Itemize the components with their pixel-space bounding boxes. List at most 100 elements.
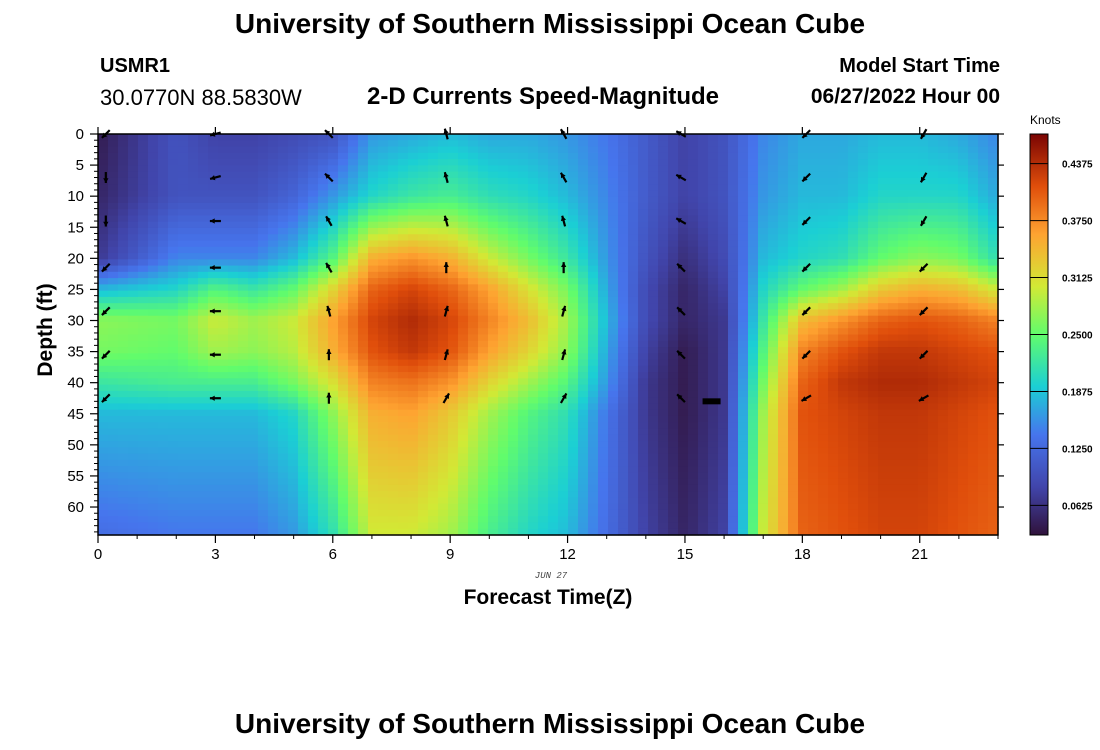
heatmap-cell (618, 372, 629, 379)
heatmap-cell (538, 491, 549, 499)
heatmap-cell (368, 441, 379, 448)
heatmap-cell (388, 372, 399, 379)
heatmap-cell (838, 459, 849, 467)
heatmap-cell (628, 284, 639, 292)
heatmap-cell (818, 234, 829, 242)
heatmap-cell (318, 246, 329, 254)
heatmap-cell (578, 516, 589, 524)
heatmap-cell (378, 384, 389, 392)
heatmap-cell (288, 265, 299, 273)
heatmap-cell (558, 422, 569, 430)
heatmap-cell (738, 140, 749, 148)
heatmap-cell (308, 253, 319, 260)
heatmap-cell (748, 303, 759, 311)
heatmap-cell (378, 146, 389, 154)
heatmap-cell (428, 453, 439, 461)
heatmap-cell (858, 334, 869, 342)
heatmap-cell (258, 303, 269, 311)
heatmap-cell (428, 365, 439, 373)
heatmap-cell (638, 159, 649, 166)
heatmap-cell (138, 278, 149, 285)
heatmap-cell (308, 227, 319, 235)
heatmap-cell (248, 522, 259, 530)
heatmap-cell (798, 215, 809, 223)
heatmap-cell (568, 353, 579, 361)
heatmap-cell (498, 409, 509, 417)
heatmap-cell (558, 516, 569, 524)
heatmap-cell (378, 152, 389, 160)
heatmap-cell (698, 422, 709, 430)
heatmap-cell (628, 441, 639, 448)
heatmap-cell (858, 234, 869, 242)
heatmap-cell (308, 146, 319, 154)
heatmap-cell (288, 509, 299, 517)
heatmap-cell (698, 403, 709, 411)
heatmap-cell (768, 296, 779, 304)
heatmap-cell (398, 290, 409, 298)
heatmap-cell (358, 516, 369, 524)
heatmap-cell (338, 134, 349, 141)
heatmap-cell (598, 134, 609, 141)
heatmap-cell (258, 202, 269, 210)
heatmap-cell (408, 491, 419, 499)
heatmap-cell (318, 378, 329, 386)
heatmap-cell (138, 372, 149, 379)
heatmap-cell (698, 340, 709, 348)
heatmap-cell (158, 152, 169, 160)
heatmap-cell (328, 184, 339, 191)
heatmap-cell (728, 472, 739, 480)
heatmap-cell (98, 497, 109, 505)
heatmap-cell (238, 390, 249, 398)
heatmap-cell (838, 202, 849, 210)
heatmap-cell (708, 334, 719, 342)
heatmap-cell (348, 140, 359, 148)
heatmap-cell (418, 441, 429, 448)
heatmap-cell (208, 227, 219, 235)
heatmap-cell (458, 177, 469, 185)
heatmap-cell (618, 328, 629, 336)
heatmap-cell (838, 290, 849, 298)
heatmap-cell (608, 190, 619, 198)
heatmap-cell (498, 177, 509, 185)
heatmap-cell (128, 309, 139, 317)
heatmap-cell (718, 259, 729, 267)
heatmap-cell (148, 140, 159, 148)
heatmap-cell (818, 271, 829, 279)
heatmap-cell (788, 259, 799, 267)
heatmap-cell (378, 415, 389, 423)
heatmap-cell (548, 146, 559, 154)
heatmap-cell (528, 234, 539, 242)
heatmap-cell (98, 296, 109, 304)
heatmap-cell (128, 334, 139, 342)
heatmap-cell (328, 497, 339, 505)
heatmap-cell (858, 409, 869, 417)
heatmap-cell (588, 284, 599, 292)
heatmap-cell (738, 359, 749, 367)
heatmap-cell (738, 240, 749, 248)
heatmap-cell (748, 271, 759, 279)
heatmap-cell (588, 202, 599, 210)
heatmap-cell (748, 384, 759, 392)
heatmap-cell (268, 165, 279, 173)
heatmap-cell (428, 253, 439, 260)
heatmap-cell (428, 271, 439, 279)
heatmap-cell (398, 478, 409, 486)
heatmap-cell (458, 365, 469, 373)
heatmap-cell (658, 522, 669, 530)
heatmap-cell (538, 328, 549, 336)
heatmap-cell (138, 390, 149, 398)
heatmap-cell (438, 503, 449, 511)
heatmap-cell (788, 284, 799, 292)
heatmap-cell (558, 415, 569, 423)
heatmap-cell (728, 378, 739, 386)
heatmap-cell (248, 215, 259, 223)
heatmap-cell (718, 215, 729, 223)
heatmap-cell (358, 447, 369, 455)
heatmap-cell (218, 497, 229, 505)
heatmap-cell (158, 347, 169, 354)
heatmap-cell (708, 165, 719, 173)
heatmap-cell (448, 415, 459, 423)
heatmap-cell (808, 447, 819, 455)
heatmap-cell (458, 271, 469, 279)
heatmap-cell (238, 227, 249, 235)
